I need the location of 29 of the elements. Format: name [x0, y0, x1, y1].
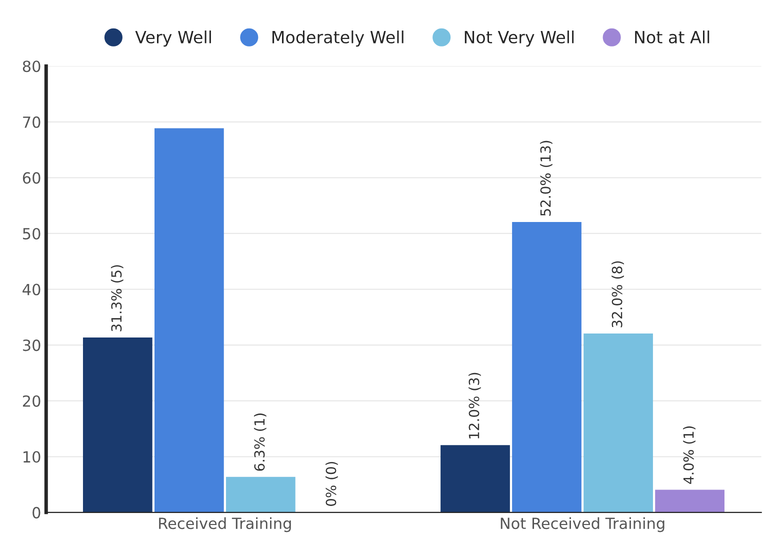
y-tick-label: 0: [32, 506, 40, 518]
x-tick-label: Received Training: [159, 517, 291, 532]
data-label: 12.0% (3): [468, 372, 481, 438]
bar: [440, 445, 510, 512]
data-label: 52.0% (13): [540, 140, 552, 216]
y-tick-label: 20: [22, 395, 40, 407]
bar: [82, 337, 152, 512]
legend-label: Moderately Well: [272, 30, 404, 47]
bar: [226, 476, 296, 512]
y-tick-label: 10: [24, 451, 40, 463]
data-label: 31.3% (5): [110, 265, 124, 332]
y-tick-label: 40: [22, 284, 40, 296]
bar: [154, 128, 224, 512]
data-label: 4.0% (1): [683, 426, 696, 484]
y-tick-label: 70: [23, 116, 40, 128]
data-label: 32.0% (8): [612, 261, 624, 328]
legend-label: Very Well: [135, 30, 211, 47]
data-label: 6.3% (1): [254, 414, 266, 471]
legend-label: Not at All: [635, 30, 710, 44]
bar: [655, 490, 724, 512]
bar: [584, 334, 653, 512]
bar: [512, 222, 582, 512]
y-tick-label: 60: [22, 172, 40, 184]
y-tick-label: 50: [23, 228, 40, 240]
legend-label: Not Very Well: [464, 30, 574, 47]
x-tick-label: Not Received Training: [500, 517, 664, 532]
y-tick-label: 30: [23, 340, 40, 352]
y-tick-label: 80: [22, 60, 40, 72]
data-label: 0% (0): [326, 462, 338, 506]
